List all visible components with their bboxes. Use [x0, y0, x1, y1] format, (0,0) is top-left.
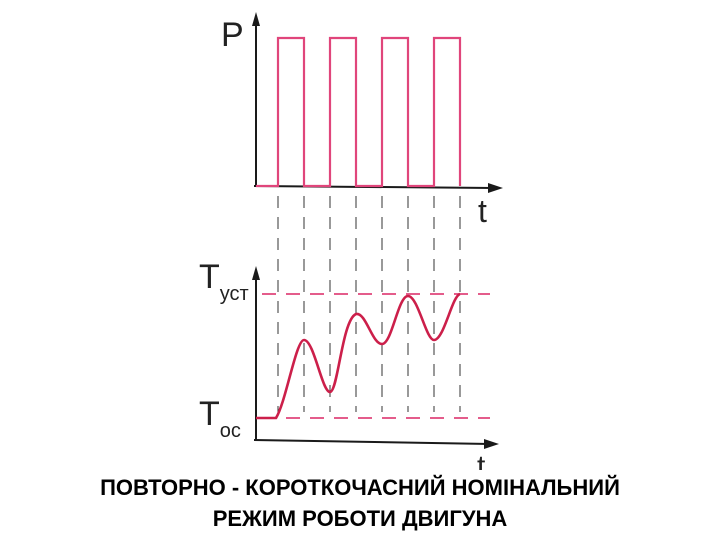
- power-y-axis-arrow-icon: [252, 12, 260, 26]
- power-pulses: [256, 36, 462, 188]
- load-temperature-diagram: P t Tуст Tос t: [199, 12, 503, 470]
- caption-line-2: РЕЖИМ РОБОТИ ДВИГУНА: [212, 506, 508, 531]
- temperature-x-axis: [253, 439, 491, 445]
- time-x-label-top: t: [478, 193, 487, 229]
- diagram-caption: ПОВТОРНО - КОРОТКОЧАСНИЙ НОМІНАЛЬНИЙ РЕЖ…: [0, 472, 720, 534]
- ambient-temperature-label: Tос: [199, 395, 241, 442]
- power-y-label: P: [221, 16, 244, 54]
- temperature-curve: [256, 292, 461, 420]
- power-graph: P t: [221, 12, 503, 229]
- temperature-x-axis-arrow-icon: [484, 439, 499, 449]
- power-x-axis-arrow-icon: [488, 183, 503, 193]
- time-x-label-bottom: t: [477, 450, 486, 470]
- temperature-graph: Tуст Tос t: [199, 258, 499, 470]
- temperature-y-axis-arrow-icon: [252, 266, 260, 280]
- steady-temperature-label: Tуст: [199, 258, 249, 305]
- caption-line-1: ПОВТОРНО - КОРОТКОЧАСНИЙ НОМІНАЛЬНИЙ: [100, 475, 620, 500]
- guide-lines: [277, 196, 461, 412]
